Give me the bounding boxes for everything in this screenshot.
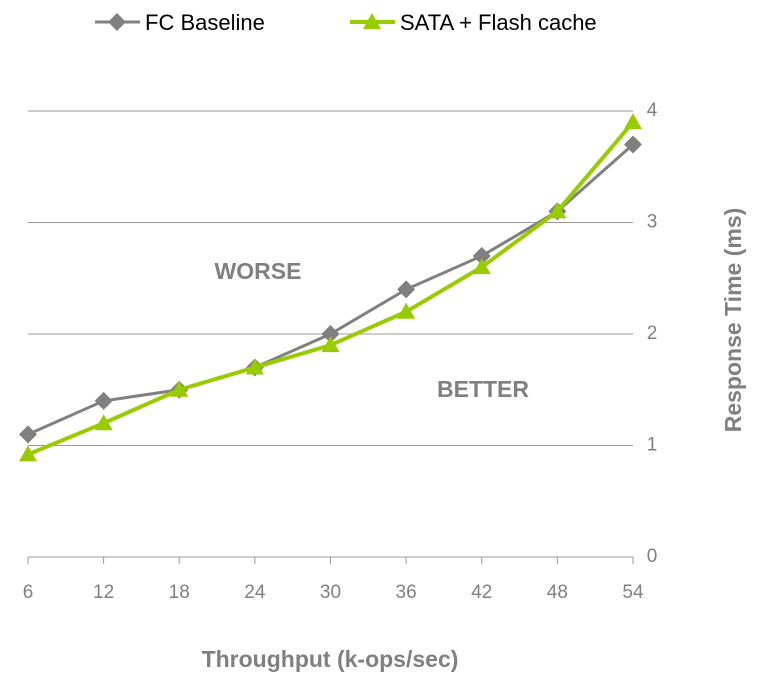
y-tick-label: 4 xyxy=(647,100,658,121)
annotation: WORSE xyxy=(215,258,302,284)
marker xyxy=(321,325,340,343)
x-tick-label: 18 xyxy=(169,582,190,603)
x-tick-label: 24 xyxy=(244,582,266,603)
marker xyxy=(19,425,37,444)
series-line xyxy=(27,143,634,436)
marker xyxy=(472,258,491,275)
legend-marker xyxy=(363,13,381,29)
x-tick-label: 42 xyxy=(471,582,492,603)
legend-label: FC Baseline xyxy=(145,10,265,35)
annotation: BETTER xyxy=(437,376,529,402)
legend-marker xyxy=(108,13,126,31)
y-tick-label: 2 xyxy=(647,323,658,344)
x-tick-label: 6 xyxy=(23,582,34,603)
y-tick-label: 0 xyxy=(647,546,658,567)
y-tick-label: 1 xyxy=(647,435,658,456)
x-tick-label: 12 xyxy=(93,582,114,603)
marker xyxy=(321,336,340,353)
marker xyxy=(624,135,642,154)
marker xyxy=(170,380,189,397)
marker xyxy=(94,414,113,431)
marker xyxy=(548,202,567,219)
marker xyxy=(397,280,416,299)
marker xyxy=(94,391,113,410)
series-line xyxy=(27,120,635,457)
x-axis-title: Throughput (k-ops/sec) xyxy=(202,646,459,672)
x-tick-label: 54 xyxy=(622,582,644,603)
marker xyxy=(245,358,264,375)
x-tick-label: 48 xyxy=(547,582,568,603)
marker xyxy=(624,113,642,130)
y-tick-label: 3 xyxy=(647,212,658,233)
legend-label: SATA + Flash cache xyxy=(400,10,597,35)
y-axis-title: Response Time (ms) xyxy=(720,208,746,433)
marker xyxy=(472,246,491,265)
marker xyxy=(397,302,416,319)
marker xyxy=(19,445,37,462)
x-tick-label: 36 xyxy=(396,582,417,603)
x-tick-label: 30 xyxy=(320,582,341,603)
